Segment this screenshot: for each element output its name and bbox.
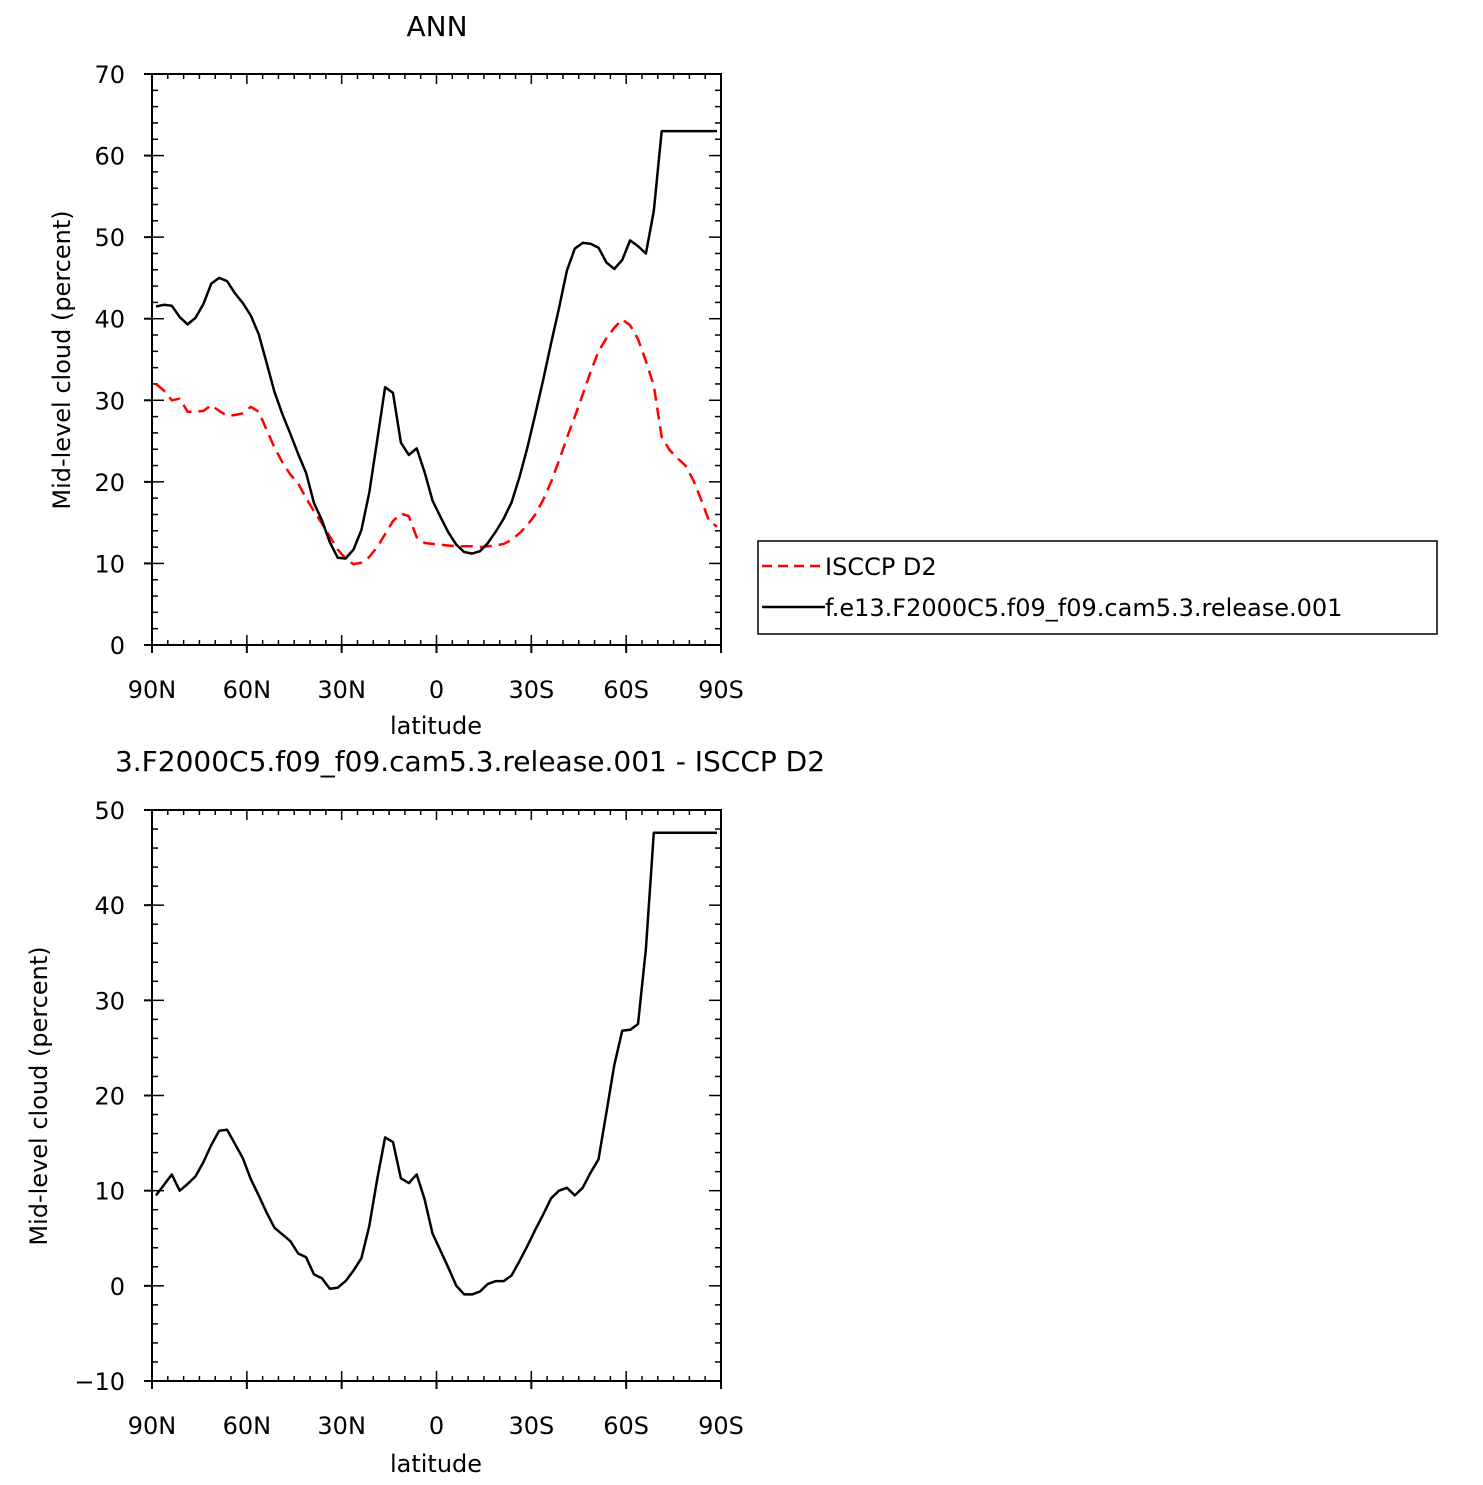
bottom-x-tick-label: 90N xyxy=(128,1412,177,1440)
bottom-y-tick-label: −10 xyxy=(74,1368,125,1396)
top-x-tick-label: 0 xyxy=(429,676,444,704)
bottom-y-tick-label: 0 xyxy=(110,1273,125,1301)
bottom-x-tick-labels: 90N 60N 30N 0 30S 60S 90S xyxy=(128,1412,744,1440)
top-plot-frame xyxy=(151,73,722,646)
top-y-tick-label: 70 xyxy=(94,61,125,89)
bottom-x-tick-label: 0 xyxy=(429,1412,444,1440)
bottom-x-tick-label: 60N xyxy=(223,1412,272,1440)
top-y-tick-label: 20 xyxy=(94,469,125,497)
top-y-axis-label: Mid-level cloud (percent) xyxy=(48,210,76,509)
top-series-lines xyxy=(155,129,718,566)
top-y-tick-label: 40 xyxy=(94,306,125,334)
top-y-tick-label: 50 xyxy=(94,224,125,252)
bottom-y-tick-label: 30 xyxy=(94,987,125,1015)
top-series-line-1 xyxy=(155,129,717,560)
bottom-y-tick-label: 10 xyxy=(94,1178,125,1206)
bottom-panel: 3.F2000C5.f09_f09.cam5.3.release.001 - I… xyxy=(25,745,825,1478)
bottom-y-axis-label: Mid-level cloud (percent) xyxy=(25,946,53,1245)
legend-label-model: f.e13.F2000C5.f09_f09.cam5.3.release.001 xyxy=(825,594,1342,622)
bottom-x-tick-label: 60S xyxy=(603,1412,649,1440)
top-chart-title: ANN xyxy=(406,10,467,43)
bottom-x-axis-label: latitude xyxy=(390,1450,482,1478)
top-y-tick-label: 30 xyxy=(94,387,125,415)
bottom-x-tick-label: 90S xyxy=(698,1412,744,1440)
bottom-series-line-0 xyxy=(155,831,717,1296)
bottom-y-tick-label: 40 xyxy=(94,892,125,920)
top-ticks xyxy=(144,73,722,653)
legend-box xyxy=(757,540,1438,635)
top-x-tick-label: 60S xyxy=(603,676,649,704)
bottom-series-lines xyxy=(155,831,717,1296)
top-x-tick-labels: 90N 60N 30N 0 30S 60S 90S xyxy=(128,676,744,704)
top-x-tick-label: 90S xyxy=(698,676,744,704)
top-x-tick-label: 90N xyxy=(128,676,177,704)
top-series-line-0 xyxy=(155,318,718,566)
top-y-tick-label: 60 xyxy=(94,143,125,171)
top-x-tick-label: 60N xyxy=(223,676,272,704)
bottom-x-tick-label: 30S xyxy=(508,1412,554,1440)
bottom-ticks xyxy=(144,809,722,1389)
top-y-tick-label: 0 xyxy=(110,632,125,660)
bottom-plot-frame xyxy=(151,809,722,1382)
top-y-tick-labels: 0 10 20 30 40 50 60 70 xyxy=(94,61,125,660)
top-x-axis-label: latitude xyxy=(390,712,482,740)
legend: ISCCP D2 f.e13.F2000C5.f09_f09.cam5.3.re… xyxy=(757,540,1438,635)
bottom-y-tick-label: 20 xyxy=(94,1083,125,1111)
bottom-y-tick-label: 50 xyxy=(94,797,125,825)
top-x-tick-label: 30S xyxy=(508,676,554,704)
top-y-tick-label: 10 xyxy=(94,550,125,578)
bottom-x-tick-label: 30N xyxy=(317,1412,366,1440)
bottom-chart-title: 3.F2000C5.f09_f09.cam5.3.release.001 - I… xyxy=(115,745,825,778)
legend-label-isccp: ISCCP D2 xyxy=(825,553,937,581)
bottom-y-tick-labels: −10 0 10 20 30 40 50 xyxy=(74,797,125,1396)
top-panel: ANN 90N 60N 30N 0 30S 60S 90S 010203040506070 … xyxy=(48,10,744,740)
top-x-tick-label: 30N xyxy=(317,676,366,704)
